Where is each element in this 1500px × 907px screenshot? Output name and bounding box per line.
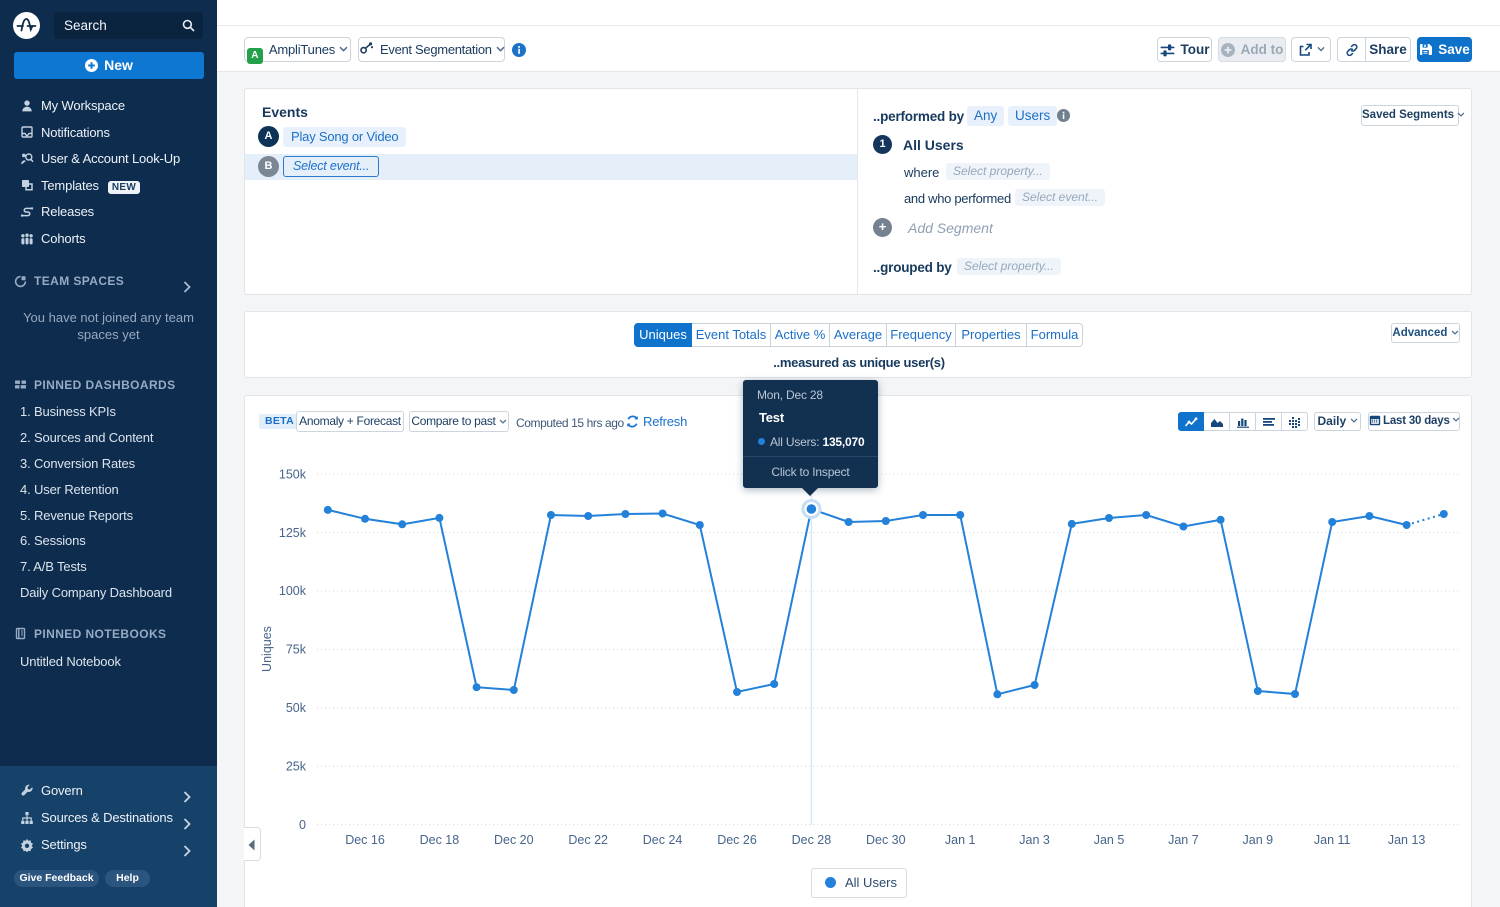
svg-text:Dec 24: Dec 24 [643, 833, 683, 847]
svg-text:150k: 150k [279, 467, 307, 481]
svg-text:100k: 100k [279, 584, 307, 598]
svg-text:Dec 28: Dec 28 [792, 833, 832, 847]
svg-text:125k: 125k [279, 526, 307, 540]
svg-text:Jan 13: Jan 13 [1388, 833, 1426, 847]
svg-text:Uniques: Uniques [260, 626, 274, 672]
svg-text:Jan 11: Jan 11 [1314, 833, 1351, 847]
svg-text:0: 0 [299, 818, 306, 832]
svg-text:Dec 20: Dec 20 [494, 833, 534, 847]
svg-text:50k: 50k [286, 701, 307, 715]
svg-text:Jan 9: Jan 9 [1243, 833, 1274, 847]
svg-text:Jan 5: Jan 5 [1094, 833, 1125, 847]
svg-text:Dec 22: Dec 22 [568, 833, 608, 847]
svg-text:Jan 1: Jan 1 [945, 833, 976, 847]
svg-text:Dec 26: Dec 26 [717, 833, 757, 847]
svg-text:75k: 75k [286, 643, 307, 657]
svg-text:Dec 18: Dec 18 [420, 833, 460, 847]
svg-text:Jan 3: Jan 3 [1019, 833, 1050, 847]
svg-text:Jan 7: Jan 7 [1168, 833, 1199, 847]
svg-text:Dec 16: Dec 16 [345, 833, 385, 847]
svg-text:25k: 25k [286, 759, 307, 773]
svg-text:Dec 30: Dec 30 [866, 833, 906, 847]
